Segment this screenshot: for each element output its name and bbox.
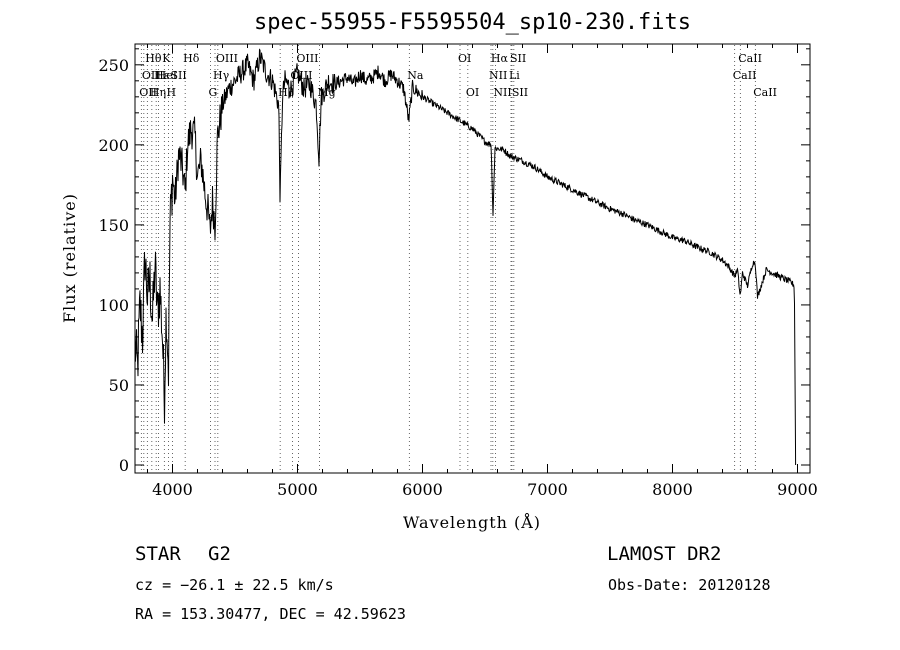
line-label-4: Hε xyxy=(154,69,170,82)
subclass: G2 xyxy=(208,543,231,565)
line-label-24: SII xyxy=(510,52,526,65)
line-label-6: K xyxy=(162,52,171,65)
x-tick-label-0: 4000 xyxy=(152,480,193,499)
line-label-20: NII xyxy=(489,69,507,82)
line-label-27: CaII xyxy=(738,52,762,65)
x-axis-label: Wavelength (Å) xyxy=(403,512,541,532)
y-tick-label-2: 100 xyxy=(98,296,129,315)
x-tick-label-4: 8000 xyxy=(652,480,693,499)
line-label-22: NII xyxy=(493,86,511,99)
line-label-9: Hδ xyxy=(183,52,200,65)
line-label-18: OI xyxy=(458,52,471,65)
y-axis: 0 50 100 150 200 250 xyxy=(98,48,810,475)
line-label-17: Na xyxy=(407,69,424,82)
line-label-25: SII xyxy=(512,86,528,99)
y-tick-label-0: 0 xyxy=(119,456,129,475)
line-label-19: OI xyxy=(466,86,479,99)
y-tick-label-3: 150 xyxy=(98,216,129,235)
object-type: STAR xyxy=(135,543,181,565)
y-tick-label-5: 250 xyxy=(98,56,129,75)
x-tick-label-2: 6000 xyxy=(402,480,443,499)
line-label-2: Hθ xyxy=(145,52,162,65)
y-tick-label-4: 200 xyxy=(98,136,129,155)
x-tick-label-5: 9000 xyxy=(777,480,818,499)
x-tick-label-3: 7000 xyxy=(527,480,568,499)
line-label-3: Hη xyxy=(150,86,166,99)
line-label-15: OIII xyxy=(296,52,318,65)
x-axis: 4000 5000 6000 7000 8000 9000 xyxy=(147,44,818,499)
line-label-1: OII xyxy=(142,69,160,82)
line-label-26: CaII xyxy=(733,69,757,82)
survey-name: LAMOST DR2 xyxy=(607,543,722,565)
chart-title: spec-55955-F5595504_sp10-230.fits xyxy=(253,10,692,35)
line-label-12: OIII xyxy=(216,52,238,65)
obs-date: Obs-Date: 20120128 xyxy=(608,576,771,594)
y-axis-label: Flux (relative) xyxy=(60,193,79,323)
line-label-23: Li xyxy=(509,69,520,82)
line-label-28: CaII xyxy=(753,86,777,99)
line-label-8: SII xyxy=(171,69,187,82)
spectral-line-markers: OIIOIIHθHηHεHeIKHSIIHδGHγOIIIHβOIIIOIIIM… xyxy=(139,45,777,472)
line-label-5: HeI xyxy=(157,69,177,82)
line-label-11: Hγ xyxy=(213,69,230,82)
line-label-21: Hα xyxy=(491,52,509,65)
plot-frame xyxy=(134,43,811,474)
coordinates: RA = 153.30477, DEC = 42.59623 xyxy=(135,605,406,623)
y-tick-label-1: 50 xyxy=(109,376,129,395)
x-tick-label-1: 5000 xyxy=(277,480,318,499)
line-label-10: G xyxy=(209,86,218,99)
line-label-7: H xyxy=(167,86,177,99)
spectrum-line xyxy=(134,48,797,466)
redshift-text: cz = −26.1 ± 22.5 km/s xyxy=(135,576,334,594)
